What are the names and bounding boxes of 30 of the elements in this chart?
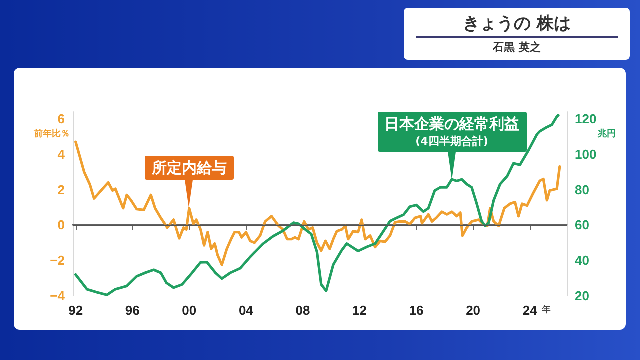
x-tick-label: 12: [352, 303, 367, 318]
x-tick-label: 16: [409, 303, 424, 318]
x-tick-label: 92: [68, 303, 84, 318]
y2-tick-label: 40: [575, 253, 590, 268]
x-tick-label: 20: [466, 303, 481, 318]
x-tick-label: 24: [522, 303, 538, 318]
callout-box: 所定内給与: [144, 156, 234, 208]
x-tick-label: 04: [238, 303, 254, 318]
chart-subtitle: 石黒 英之: [492, 40, 542, 55]
chart-title: きょうの 株は: [416, 12, 618, 38]
y-tick-label: 6: [58, 112, 65, 127]
x-tick-label: 00: [182, 303, 197, 318]
y-tick-label: 2: [58, 182, 65, 198]
y2-tick-label: 60: [575, 218, 590, 233]
y2-tick-label: 80: [575, 182, 590, 198]
annotation: 所定内給与: [144, 156, 234, 180]
x-tick-label: 96: [125, 303, 140, 318]
y-tick-label: −4: [50, 288, 66, 304]
y-tick-label: −2: [50, 253, 65, 268]
x-tick-label: 08: [296, 303, 310, 318]
y2-tick-label: 100: [575, 146, 597, 162]
y-tick-label: 4: [58, 146, 66, 162]
y2-tick-label: 120: [575, 112, 597, 127]
y-tick-label: 0: [58, 218, 65, 233]
y2-tick-label: 20: [575, 288, 590, 304]
line-series: [74, 114, 560, 296]
annotation: 日本企業の経常利益 (4四半期合計): [378, 112, 527, 149]
y2-axis-title: 兆円: [597, 128, 616, 139]
y-axis-title: 前年比％: [33, 128, 70, 139]
x-axis-title: 年: [542, 304, 552, 314]
